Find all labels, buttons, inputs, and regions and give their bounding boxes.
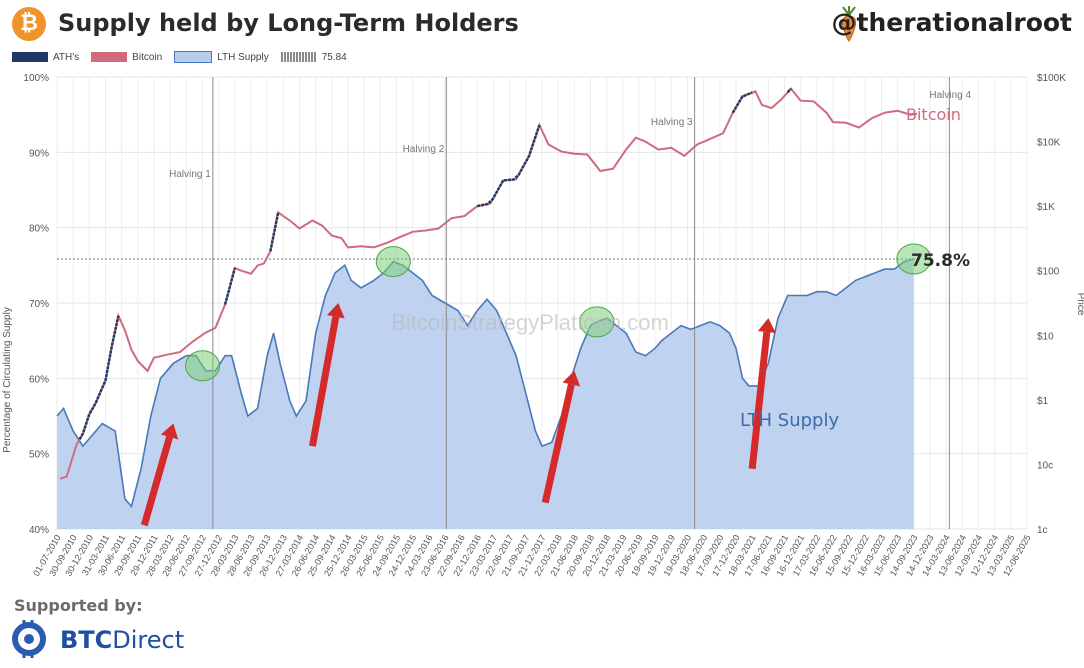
chart: 01-07-201030-09-201030-12-201031-03-2011… xyxy=(2,73,1084,578)
y-axis: 40% 50% 60% 70% 80% 90% 100% xyxy=(23,73,49,536)
bitcoin-logo-icon: ₿ xyxy=(12,7,46,41)
brand-rest: Direct xyxy=(112,626,185,654)
legend-label: LTH Supply xyxy=(217,51,269,63)
red-arrow-head xyxy=(160,423,179,440)
chart-annotation: LTH Supply xyxy=(740,410,839,431)
y2-tick-label: $1K xyxy=(1037,202,1055,213)
bitcoin-series xyxy=(59,87,918,480)
legend-item[interactable]: ATH's xyxy=(12,52,79,63)
legend-label: 75.84 xyxy=(321,51,347,63)
y-tick-label: 100% xyxy=(23,73,49,84)
ath-segment xyxy=(223,267,237,305)
red-arrow-head xyxy=(757,318,776,333)
ath-segment xyxy=(786,87,792,94)
author-handle: @therationalroot xyxy=(831,8,1072,37)
btcdirect-logo-icon xyxy=(12,620,46,658)
brand-bold: BTC xyxy=(60,626,113,654)
y-tick-label: 70% xyxy=(29,299,49,310)
header: ₿ Supply held by Long-Term Holders @ther… xyxy=(0,0,1084,48)
carrot-icon xyxy=(841,6,857,42)
y-tick-label: 60% xyxy=(29,374,49,385)
red-arrow xyxy=(140,436,173,527)
highlight-circle xyxy=(185,350,220,382)
y-axis-label: Percentage of Circulating Supply xyxy=(2,307,13,453)
legend-swatch xyxy=(174,51,213,63)
x-axis: 01-07-201030-09-201030-12-201031-03-2011… xyxy=(31,533,1033,578)
legend-item[interactable]: Bitcoin xyxy=(91,52,162,63)
y2-tick-label: 1c xyxy=(1037,525,1048,536)
legend-label: Bitcoin xyxy=(132,51,163,63)
page-title: Supply held by Long-Term Holders xyxy=(58,9,519,37)
legend-item[interactable]: LTH Supply xyxy=(174,51,269,63)
red-arrow xyxy=(748,331,771,470)
y-tick-label: 50% xyxy=(29,450,49,461)
legend-item[interactable]: 75.84 xyxy=(280,51,347,63)
legend-swatch xyxy=(12,52,48,62)
y2-axis: 1c 10c $1 $10 $100 $1K $10K $100K xyxy=(1037,73,1066,536)
chart-watermark: BitcoinStrategyPlatform.com xyxy=(391,310,669,335)
legend-label: ATH's xyxy=(53,51,80,63)
ath-segment xyxy=(269,212,280,252)
y2-tick-label: $100 xyxy=(1037,267,1060,278)
chart-annotation: 75.8% xyxy=(911,251,970,271)
chart-legend: ATH's Bitcoin LTH Supply 75.84 xyxy=(12,50,359,64)
y2-axis-label: Price xyxy=(1075,293,1084,316)
red-arrow xyxy=(308,316,340,447)
y2-tick-label: 10c xyxy=(1037,460,1053,471)
y-tick-label: 40% xyxy=(29,525,49,536)
red-arrow xyxy=(541,383,575,504)
bitcoin-line xyxy=(59,87,918,480)
y-tick-label: 90% xyxy=(29,148,49,159)
red-arrow-head xyxy=(326,303,345,319)
btcdirect-brand: BTCDirect xyxy=(60,626,184,654)
highlight-circle xyxy=(579,306,615,338)
halving-label: Halving 2 xyxy=(403,144,445,155)
y2-tick-label: $10K xyxy=(1037,138,1061,149)
y-tick-label: 80% xyxy=(29,224,49,235)
y2-tick-label: $10 xyxy=(1037,331,1054,342)
overlays: Halving 1 Halving 2 Halving 3 Halving 4 Bitc… xyxy=(57,77,972,529)
chart-annotation: Bitcoin xyxy=(906,105,961,124)
halving-label: Halving 1 xyxy=(169,169,211,180)
ath-segment xyxy=(731,91,753,114)
halving-label: Halving 4 xyxy=(929,90,971,101)
supported-by-label: Supported by: xyxy=(14,596,143,615)
legend-swatch xyxy=(280,52,317,62)
ath-segment xyxy=(477,124,541,208)
y2-tick-label: $100K xyxy=(1037,73,1066,84)
highlight-circle xyxy=(375,246,411,278)
legend-swatch xyxy=(91,52,128,62)
ath-segment xyxy=(78,315,120,440)
halving-label: Halving 3 xyxy=(651,117,693,128)
highlight-circle xyxy=(896,243,932,275)
red-arrow-head xyxy=(562,370,581,387)
y2-tick-label: $1 xyxy=(1037,396,1049,407)
